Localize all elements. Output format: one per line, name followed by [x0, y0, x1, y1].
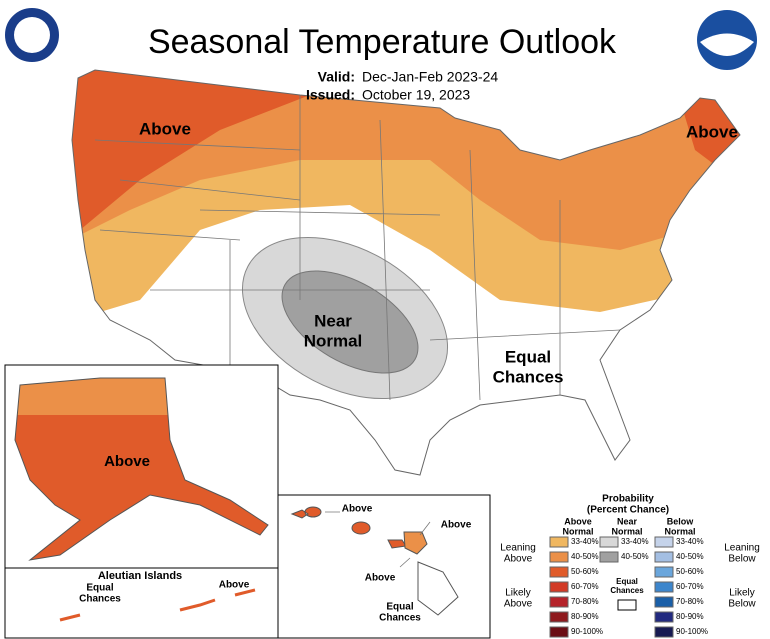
legend-swatch — [654, 551, 674, 563]
legend-side-label: Above — [504, 599, 533, 610]
legend-item-label: 33-40% — [621, 537, 649, 546]
legend-item-label: 80-90% — [571, 612, 599, 621]
legend-swatch — [599, 551, 619, 563]
region-label: Normal — [304, 331, 363, 350]
hawaii-label: Above — [365, 573, 396, 584]
near-normal-40-50 — [281, 270, 419, 374]
legend-item-label: 70-80% — [676, 597, 704, 606]
aleutian-inset — [4, 567, 279, 639]
legend-swatch — [549, 551, 569, 563]
equal-chances-swatch — [617, 599, 637, 611]
hawaii-label: Above — [342, 504, 373, 515]
alaska-label: Above — [104, 453, 150, 470]
aleutian-label: Chances — [79, 594, 121, 605]
valid-label: Valid: — [318, 69, 355, 85]
region-label: Near — [314, 311, 352, 330]
legend-item-label: 60-70% — [676, 582, 704, 591]
legend-swatch — [549, 581, 569, 593]
legend-item-label: 80-90% — [676, 612, 704, 621]
legend-title: Probability — [602, 494, 654, 505]
issued: October 19, 2023 — [362, 87, 470, 103]
aleutian-label: Above — [219, 580, 250, 591]
hawaii-islands-above — [290, 506, 407, 549]
region-label: Chances — [493, 367, 564, 386]
legend-side-label: Leaning — [724, 543, 760, 554]
legend-subtitle: (Percent Chance) — [587, 505, 669, 516]
legend-side-label: Leaning — [500, 543, 536, 554]
legend-swatch — [549, 626, 569, 638]
legend-item-label: 33-40% — [571, 537, 599, 546]
legend-swatch — [654, 611, 674, 623]
legend-column-header: Near — [617, 516, 638, 526]
legend-item-label: 50-60% — [571, 567, 599, 576]
legend-side-label: Below — [728, 554, 756, 565]
legend-item-label: 70-80% — [571, 597, 599, 606]
above-50-60-ne — [680, 90, 740, 180]
noaa-logo-bird — [700, 33, 754, 56]
valid: Dec-Jan-Feb 2023-24 — [362, 69, 498, 85]
maui — [403, 531, 428, 555]
legend-item-label: 40-50% — [621, 552, 649, 561]
legend-column-header: Normal — [664, 526, 695, 536]
title: Seasonal Temperature Outlook — [148, 23, 617, 61]
legend-item-label: 90-100% — [571, 627, 603, 636]
legend-swatch — [654, 581, 674, 593]
legend-item-label: 60-70% — [571, 582, 599, 591]
legend-side-label: Below — [728, 599, 756, 610]
legend-swatch — [654, 596, 674, 608]
big-island — [417, 561, 459, 616]
region-label: Equal — [505, 347, 551, 366]
legend-item-label: 40-50% — [571, 552, 599, 561]
alaska-outline — [14, 377, 269, 561]
legend-equal-chances: Equal — [616, 577, 638, 586]
above-50-60-nw — [72, 70, 310, 240]
legend-swatch — [549, 536, 569, 548]
hawaii-inset — [277, 494, 491, 639]
legend-swatch — [549, 611, 569, 623]
legend-item-label: 40-50% — [676, 552, 704, 561]
legend-swatch — [654, 566, 674, 578]
hawaii-pointers — [325, 511, 431, 568]
legend-item-label: 90-100% — [676, 627, 708, 636]
region-label: Above — [139, 119, 191, 138]
legend-swatch — [654, 536, 674, 548]
legend-side-label: Above — [504, 554, 533, 565]
doc-logo-inner — [14, 17, 50, 53]
legend-swatch — [654, 626, 674, 638]
hawaii-label: Equal — [386, 602, 413, 613]
legend-swatch — [549, 596, 569, 608]
legend-side-label: Likely — [505, 588, 531, 599]
legend-column-header: Normal — [562, 526, 593, 536]
legend-column-header: Above — [564, 516, 592, 526]
hawaii-label: Above — [441, 520, 472, 531]
legend-side-label: Likely — [729, 588, 755, 599]
aleutian-title: Aleutian Islands — [98, 570, 182, 582]
aleutian-islands — [59, 588, 256, 622]
region-label: Above — [686, 122, 738, 141]
issued-label: Issued: — [306, 87, 355, 103]
legend-column-header: Normal — [611, 526, 642, 536]
state-lines — [94, 95, 621, 401]
legend-item-label: 50-60% — [676, 567, 704, 576]
legend-swatch — [599, 536, 619, 548]
legend-swatch — [549, 566, 569, 578]
legend-column-header: Below — [667, 516, 695, 526]
legend-item-label: 33-40% — [676, 537, 704, 546]
legend-equal-chances: Chances — [610, 586, 644, 595]
hawaii-label: Chances — [379, 613, 421, 624]
aleutian-label: Equal — [86, 583, 113, 594]
